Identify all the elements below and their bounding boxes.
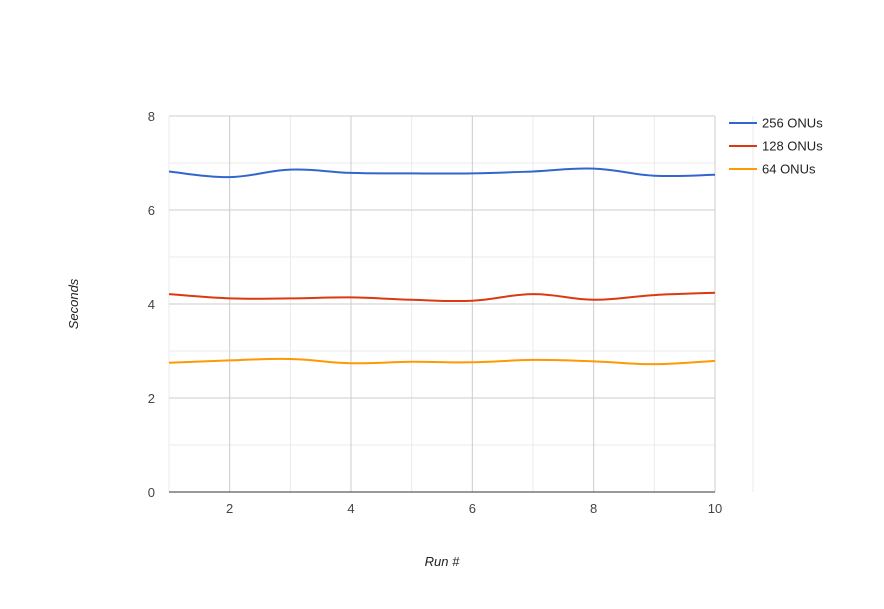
major-gridlines bbox=[169, 115, 716, 492]
y-tick-label: 2 bbox=[148, 391, 155, 406]
x-tick-label: 6 bbox=[469, 501, 476, 516]
x-tick-label: 2 bbox=[226, 501, 233, 516]
legend: 256 ONUs 128 ONUs 64 ONUs bbox=[729, 116, 823, 177]
y-tick-label: 4 bbox=[148, 297, 155, 312]
x-axis-title: Run # bbox=[425, 554, 460, 569]
legend-item: 256 ONUs bbox=[729, 116, 823, 131]
tick-labels: 2 4 6 8 10 0 2 4 6 8 bbox=[148, 109, 722, 516]
y-tick-label: 0 bbox=[148, 485, 155, 500]
legend-label: 128 ONUs bbox=[762, 139, 823, 154]
y-tick-label: 6 bbox=[148, 203, 155, 218]
legend-item: 128 ONUs bbox=[729, 139, 823, 154]
series-line-3 bbox=[168, 357, 716, 366]
series-line-1 bbox=[168, 167, 716, 179]
x-tick-label: 8 bbox=[590, 501, 597, 516]
legend-item: 64 ONUs bbox=[729, 162, 816, 177]
legend-label: 64 ONUs bbox=[762, 162, 816, 177]
x-tick-label: 4 bbox=[347, 501, 354, 516]
y-axis-title: Seconds bbox=[66, 278, 81, 329]
y-tick-label: 8 bbox=[148, 109, 155, 124]
x-tick-label: 10 bbox=[708, 501, 722, 516]
series-line-2 bbox=[168, 291, 716, 303]
series-lines bbox=[168, 167, 716, 366]
legend-label: 256 ONUs bbox=[762, 116, 823, 131]
